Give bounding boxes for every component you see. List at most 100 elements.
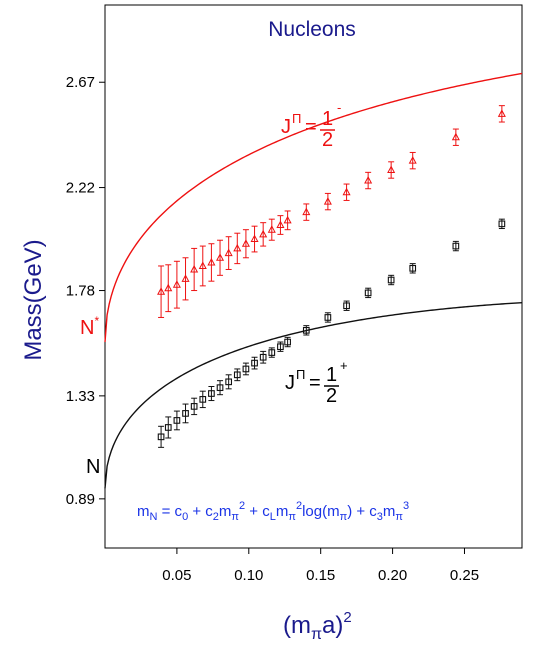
data-point-n: [284, 336, 291, 348]
data-point-nstar: [172, 260, 181, 309]
fit-curves: [104, 72, 523, 489]
jp-neg-den: 2: [322, 129, 333, 151]
x-tick-label: 0.05: [162, 567, 191, 584]
square-marker: [284, 338, 291, 346]
nstar-label: N*: [80, 314, 99, 339]
triangle-marker: [157, 287, 166, 295]
data-point-n: [302, 325, 310, 336]
triangle-marker: [342, 187, 351, 196]
triangle-marker: [198, 261, 207, 269]
square-marker: [324, 314, 332, 321]
fit-formula: mN = c0 + c2mπ2 + cLmπ2log(mπ) + c3mπ3: [137, 500, 409, 523]
formula-part: π: [288, 511, 296, 523]
formula-part: 3: [377, 511, 383, 523]
x-tick-label: 0.15: [306, 567, 335, 584]
data-point-nstar: [164, 264, 173, 313]
n-label: N: [86, 456, 100, 478]
square-marker: [225, 378, 233, 386]
jp-pos-num: 1: [326, 364, 337, 386]
jp-pos-sign: +: [340, 358, 348, 373]
data-point-nstar: [241, 229, 250, 259]
data-point-n: [225, 374, 233, 390]
triangle-marker: [364, 175, 373, 184]
formula-part: 0: [182, 511, 188, 523]
square-marker: [277, 343, 284, 351]
data-point-nstar: [408, 151, 417, 170]
formula-part: = c: [157, 503, 182, 520]
data-point-nstar: [342, 183, 351, 201]
triangle-marker: [408, 156, 417, 164]
data-point-n: [259, 350, 267, 364]
jp-neg-eq: =: [305, 116, 317, 138]
data-point-n: [387, 274, 395, 286]
formula-part: + c: [245, 503, 270, 520]
plot-border: [104, 4, 523, 549]
jp-pos-eq: =: [309, 372, 321, 394]
data-point-n: [498, 218, 506, 230]
data-point-nstar: [364, 171, 373, 190]
x-axis-label: (mπa)2: [283, 609, 352, 643]
data-point-nstar: [157, 265, 166, 318]
triangle-marker: [497, 109, 506, 117]
square-marker: [199, 396, 207, 403]
data-point-nstar: [181, 257, 190, 301]
data-points: [157, 105, 506, 448]
triangle-marker: [224, 248, 233, 257]
triangle-marker: [276, 220, 285, 229]
triangle-marker: [172, 280, 181, 288]
jp-neg-pi: Π: [292, 111, 301, 126]
data-point-n: [216, 380, 224, 396]
triangle-marker: [207, 257, 216, 266]
formula-part: π: [395, 511, 403, 523]
formula-part: L: [270, 511, 276, 523]
triangle-marker: [216, 253, 225, 261]
square-marker: [387, 276, 395, 284]
data-point-nstar: [323, 192, 332, 211]
y-tick-label: 2.67: [66, 74, 95, 91]
y-tick-label: 0.89: [66, 491, 95, 508]
data-point-n: [409, 263, 417, 274]
jp-neg-sign: -: [337, 100, 341, 115]
data-point-nstar: [451, 128, 460, 146]
triangle-marker: [241, 239, 250, 247]
data-point-nstar: [387, 161, 396, 179]
formula-part: 2: [239, 500, 245, 512]
data-point-n: [233, 368, 241, 382]
x-axis-ticks: 0.05 0.10 0.15 0.20 0.25: [162, 548, 479, 584]
data-point-n: [268, 347, 276, 358]
data-point-n: [343, 300, 350, 311]
data-point-nstar: [497, 105, 506, 123]
formula-part: 2: [213, 511, 219, 523]
square-marker: [164, 424, 172, 431]
fit-curve-nstar: [104, 72, 523, 343]
square-marker: [498, 220, 506, 228]
y-tick-label: 1.78: [66, 283, 95, 300]
triangle-marker: [190, 264, 199, 273]
y-axis-ticks: 0.89 1.33 1.78 2.22 2.67: [66, 74, 105, 508]
square-marker: [233, 371, 241, 379]
square-marker: [173, 417, 181, 424]
formula-part: 3: [403, 500, 409, 512]
triangle-marker: [267, 225, 276, 233]
x-axis-label-sub: π: [311, 626, 322, 643]
formula-part: ) + c: [347, 503, 377, 520]
triangle-marker: [323, 197, 332, 205]
square-marker: [216, 384, 224, 392]
data-point-n: [173, 410, 181, 431]
data-point-n: [452, 240, 460, 252]
square-marker: [242, 365, 250, 373]
data-point-nstar: [207, 243, 216, 282]
square-marker: [452, 242, 460, 250]
data-point-nstar: [216, 239, 225, 276]
formula-part: m: [276, 503, 289, 520]
formula-part: m: [383, 503, 396, 520]
square-marker: [268, 349, 276, 356]
data-point-nstar: [190, 247, 199, 292]
data-point-n: [164, 416, 172, 439]
jp-pos-den: 2: [326, 385, 337, 407]
formula-part: m: [219, 503, 232, 520]
square-marker: [364, 289, 372, 297]
nstar-label-sup: *: [94, 314, 99, 328]
triangle-marker: [181, 274, 190, 282]
jp-pos-pi: Π: [296, 367, 305, 382]
